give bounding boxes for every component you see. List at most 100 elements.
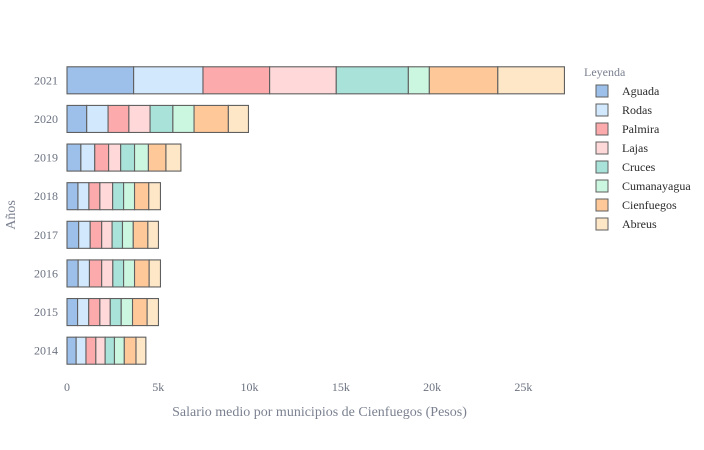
- legend-swatch-lajas: [595, 141, 609, 155]
- bar-palmira-2021: [202, 66, 271, 95]
- bar-lajas-2015: [99, 297, 111, 327]
- bar-aguada-2017: [66, 220, 80, 249]
- bar-abreus-2020: [227, 104, 249, 134]
- legend-swatch-rodas: [595, 103, 609, 117]
- bar-cumanayagua-2018: [123, 182, 136, 211]
- bar-lajas-2017: [101, 220, 113, 249]
- bar-palmira-2019: [94, 143, 110, 172]
- bar-rodas-2016: [77, 259, 91, 288]
- bar-palmira-2016: [88, 259, 103, 288]
- bar-abreus-2014: [135, 336, 147, 365]
- bar-aguada-2014: [66, 336, 77, 365]
- legend-label-rodas: Rodas: [622, 103, 652, 117]
- legend-items: Aguada Rodas Palmira Lajas Cruces Cumanayagua…: [595, 84, 691, 231]
- bar-cumanayagua-2019: [133, 143, 149, 172]
- bar-aguada-2016: [66, 259, 79, 288]
- bar-cienfuegos-2020: [193, 104, 229, 134]
- y-tick-label-2017: 2017: [34, 228, 58, 242]
- legend-swatch-abreus: [595, 217, 609, 231]
- y-tick-label-2015: 2015: [34, 305, 58, 319]
- bar-palmira-2017: [89, 220, 103, 249]
- legend-label-cumanayagua: Cumanayagua: [622, 179, 691, 193]
- bar-aguada-2020: [66, 104, 88, 134]
- bar-abreus-2021: [497, 66, 565, 95]
- bar-cruces-2021: [335, 66, 409, 95]
- legend-label-palmira: Palmira: [622, 122, 660, 136]
- legend-item-lajas[interactable]: Lajas: [595, 141, 648, 155]
- legend-label-aguada: Aguada: [622, 84, 660, 98]
- bar-cienfuegos-2021: [428, 66, 499, 95]
- bar-palmira-2015: [88, 297, 101, 327]
- y-tick-label-2014: 2014: [34, 344, 58, 358]
- bar-cruces-2020: [149, 104, 174, 134]
- bar-cienfuegos-2017: [132, 220, 149, 249]
- legend-swatch-cruces: [595, 160, 609, 174]
- legend-title: Leyenda: [584, 65, 626, 79]
- bar-cumanayagua-2015: [120, 297, 134, 327]
- bar-aguada-2021: [66, 66, 135, 95]
- bar-rodas-2015: [77, 297, 90, 327]
- legend-swatch-palmira: [595, 122, 609, 136]
- bar-lajas-2019: [108, 143, 122, 172]
- bar-abreus-2018: [148, 182, 162, 211]
- bars-layer: [66, 66, 565, 365]
- bar-cumanayagua-2020: [172, 104, 195, 134]
- bar-cruces-2014: [104, 336, 116, 365]
- legend-item-cruces[interactable]: Cruces: [595, 160, 656, 174]
- bar-cumanayagua-2016: [123, 259, 136, 288]
- bar-lajas-2016: [101, 259, 114, 288]
- legend-item-rodas[interactable]: Rodas: [595, 103, 652, 117]
- legend-item-abreus[interactable]: Abreus: [595, 217, 657, 231]
- x-tick-label-15000: 15k: [332, 380, 350, 394]
- legend-swatch-aguada: [595, 84, 609, 98]
- y-tick-label-2018: 2018: [34, 189, 58, 203]
- bar-cienfuegos-2016: [133, 259, 150, 288]
- legend: Leyenda Aguada Rodas Palmira Lajas Cruces Cum…: [584, 65, 691, 231]
- x-tick-label-20000: 20k: [423, 380, 441, 394]
- bar-cienfuegos-2019: [147, 143, 167, 172]
- bar-cumanayagua-2021: [407, 66, 430, 95]
- bar-lajas-2018: [99, 182, 114, 211]
- x-tick-label-0: 0: [64, 380, 70, 394]
- legend-item-cumanayagua[interactable]: Cumanayagua: [595, 179, 691, 193]
- bar-aguada-2018: [66, 182, 79, 211]
- y-tick-label-2019: 2019: [34, 151, 58, 165]
- bar-lajas-2021: [269, 66, 337, 95]
- bar-cruces-2018: [112, 182, 125, 211]
- bar-rodas-2017: [78, 220, 91, 249]
- bar-rodas-2014: [75, 336, 87, 365]
- bar-cienfuegos-2018: [133, 182, 150, 211]
- bar-rodas-2020: [86, 104, 109, 134]
- legend-item-palmira[interactable]: Palmira: [595, 122, 660, 136]
- legend-swatch-cienfuegos: [595, 198, 609, 212]
- bar-rodas-2018: [77, 182, 90, 211]
- x-tick-label-25000: 25k: [514, 380, 532, 394]
- x-tick-label-5000: 5k: [152, 380, 164, 394]
- bar-cumanayagua-2014: [113, 336, 125, 365]
- x-axis-title: Salario medio por municipios de Cienfueg…: [172, 405, 467, 420]
- legend-swatch-cumanayagua: [595, 179, 609, 193]
- bar-cruces-2015: [109, 297, 122, 327]
- bar-palmira-2020: [107, 104, 130, 134]
- bar-aguada-2019: [66, 143, 82, 172]
- bar-aguada-2015: [66, 297, 79, 327]
- bar-cruces-2016: [112, 259, 125, 288]
- legend-item-cienfuegos[interactable]: Cienfuegos: [595, 198, 677, 212]
- bar-rodas-2021: [133, 66, 204, 95]
- legend-label-lajas: Lajas: [622, 141, 648, 155]
- bar-abreus-2017: [147, 220, 160, 249]
- y-tick-label-2020: 2020: [34, 112, 58, 126]
- legend-label-cruces: Cruces: [622, 160, 656, 174]
- y-tick-label-2016: 2016: [34, 266, 58, 280]
- y-tick-label-2021: 2021: [34, 73, 58, 87]
- legend-label-cienfuegos: Cienfuegos: [622, 198, 677, 212]
- y-axis-title: Años: [4, 200, 19, 230]
- bar-palmira-2018: [88, 182, 101, 211]
- bar-cienfuegos-2015: [131, 297, 148, 327]
- y-axis-ticks: 2014 2015 2016 2017 2018 2019 2020 2021: [34, 73, 58, 357]
- bar-abreus-2016: [148, 259, 162, 288]
- legend-item-aguada[interactable]: Aguada: [595, 84, 660, 98]
- bar-palmira-2014: [85, 336, 97, 365]
- legend-label-abreus: Abreus: [622, 217, 657, 231]
